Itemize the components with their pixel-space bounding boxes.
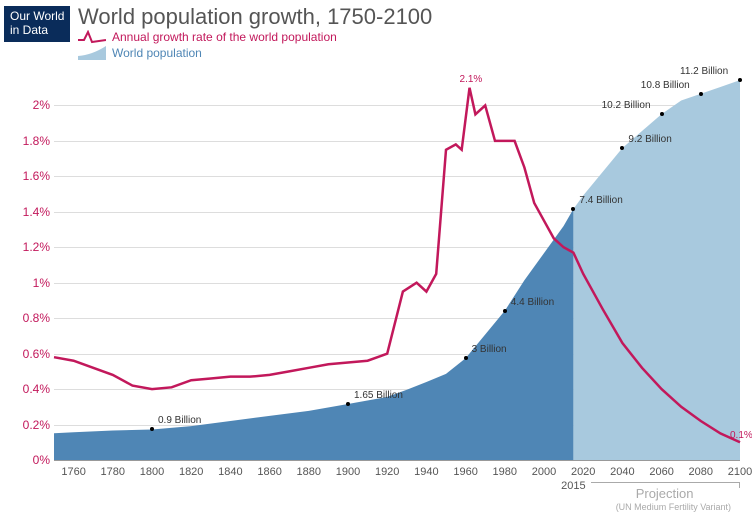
population-area-historical: [54, 209, 573, 460]
pop-annotation-dot: [738, 78, 742, 82]
pop-annotation-dot: [620, 146, 624, 150]
pop-annotation-dot: [464, 356, 468, 360]
pop-annotation-dot: [699, 92, 703, 96]
projection-subtitle: (UN Medium Fertility Variant): [616, 502, 731, 512]
pop-annotation-label: 9.2 Billion: [628, 134, 671, 145]
projection-title: Projection: [636, 486, 694, 501]
rate-annotation-label: 0.1%: [730, 430, 752, 441]
pop-annotation-label: 7.4 Billion: [579, 195, 622, 206]
pop-annotation-label: 0.9 Billion: [158, 415, 201, 426]
pop-annotation-label: 4.4 Billion: [511, 297, 554, 308]
pop-annotation-label: 11.2 Billion: [680, 66, 728, 77]
pop-annotation-label: 10.8 Billion: [641, 80, 690, 91]
cutoff-year-label: 2015: [561, 480, 585, 492]
pop-annotation-label: 1.65 Billion: [354, 390, 403, 401]
chart-plot: [0, 0, 752, 516]
pop-annotation-dot: [346, 402, 350, 406]
rate-annotation-label: 2.1%: [460, 74, 483, 85]
pop-annotation-label: 3 Billion: [472, 344, 507, 355]
pop-annotation-label: 10.2 Billion: [602, 100, 651, 111]
pop-annotation-dot: [150, 427, 154, 431]
pop-annotation-dot: [660, 112, 664, 116]
pop-annotation-dot: [571, 207, 575, 211]
pop-annotation-dot: [503, 309, 507, 313]
